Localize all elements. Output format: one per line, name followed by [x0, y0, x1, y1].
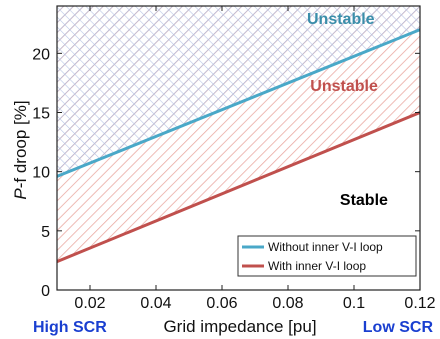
legend-box [237, 235, 417, 277]
x-tick-label: 0.08 [272, 295, 303, 312]
y-axis-label-rest: -f droop [%] [11, 100, 30, 188]
legend: Without inner V-I loop With inner V-I lo… [237, 235, 417, 277]
x-tick-label: 0.02 [74, 295, 105, 312]
x-tick-label: 0.06 [206, 295, 237, 312]
x-tick-label: 0.12 [404, 295, 435, 312]
low-scr-label: Low SCR [363, 319, 434, 336]
legend-label-without-inner-loop: Without inner V-I loop [268, 240, 383, 254]
unstable-region-without-loop-crosshatch [57, 6, 420, 177]
plot-frame [56, 5, 421, 291]
series-line-with-inner-loop [57, 111, 420, 263]
y-tick-label: 20 [32, 46, 50, 63]
legend-label-with-inner-loop: With inner V-I loop [268, 259, 366, 273]
region-annotation-unstable-1: Unstable [310, 78, 378, 95]
y-axis-label: P-f droop [%] [11, 100, 30, 199]
y-tick-label: 10 [32, 165, 50, 182]
y-tick-label: 5 [41, 224, 50, 241]
y-tick-label: 15 [32, 106, 50, 123]
x-tick-label: 0.1 [343, 295, 365, 312]
region-annotation-unstable-0: Unstable [307, 11, 375, 28]
y-axis-label-italic: P [11, 188, 30, 200]
series-line-without-inner-loop [57, 28, 420, 178]
x-axis-label: Grid impedance [pu] [163, 317, 316, 336]
x-tick-label: 0.04 [140, 295, 171, 312]
high-scr-label: High SCR [33, 319, 107, 336]
region-annotation-stable-2: Stable [340, 192, 388, 209]
y-tick-label: 0 [41, 283, 50, 300]
